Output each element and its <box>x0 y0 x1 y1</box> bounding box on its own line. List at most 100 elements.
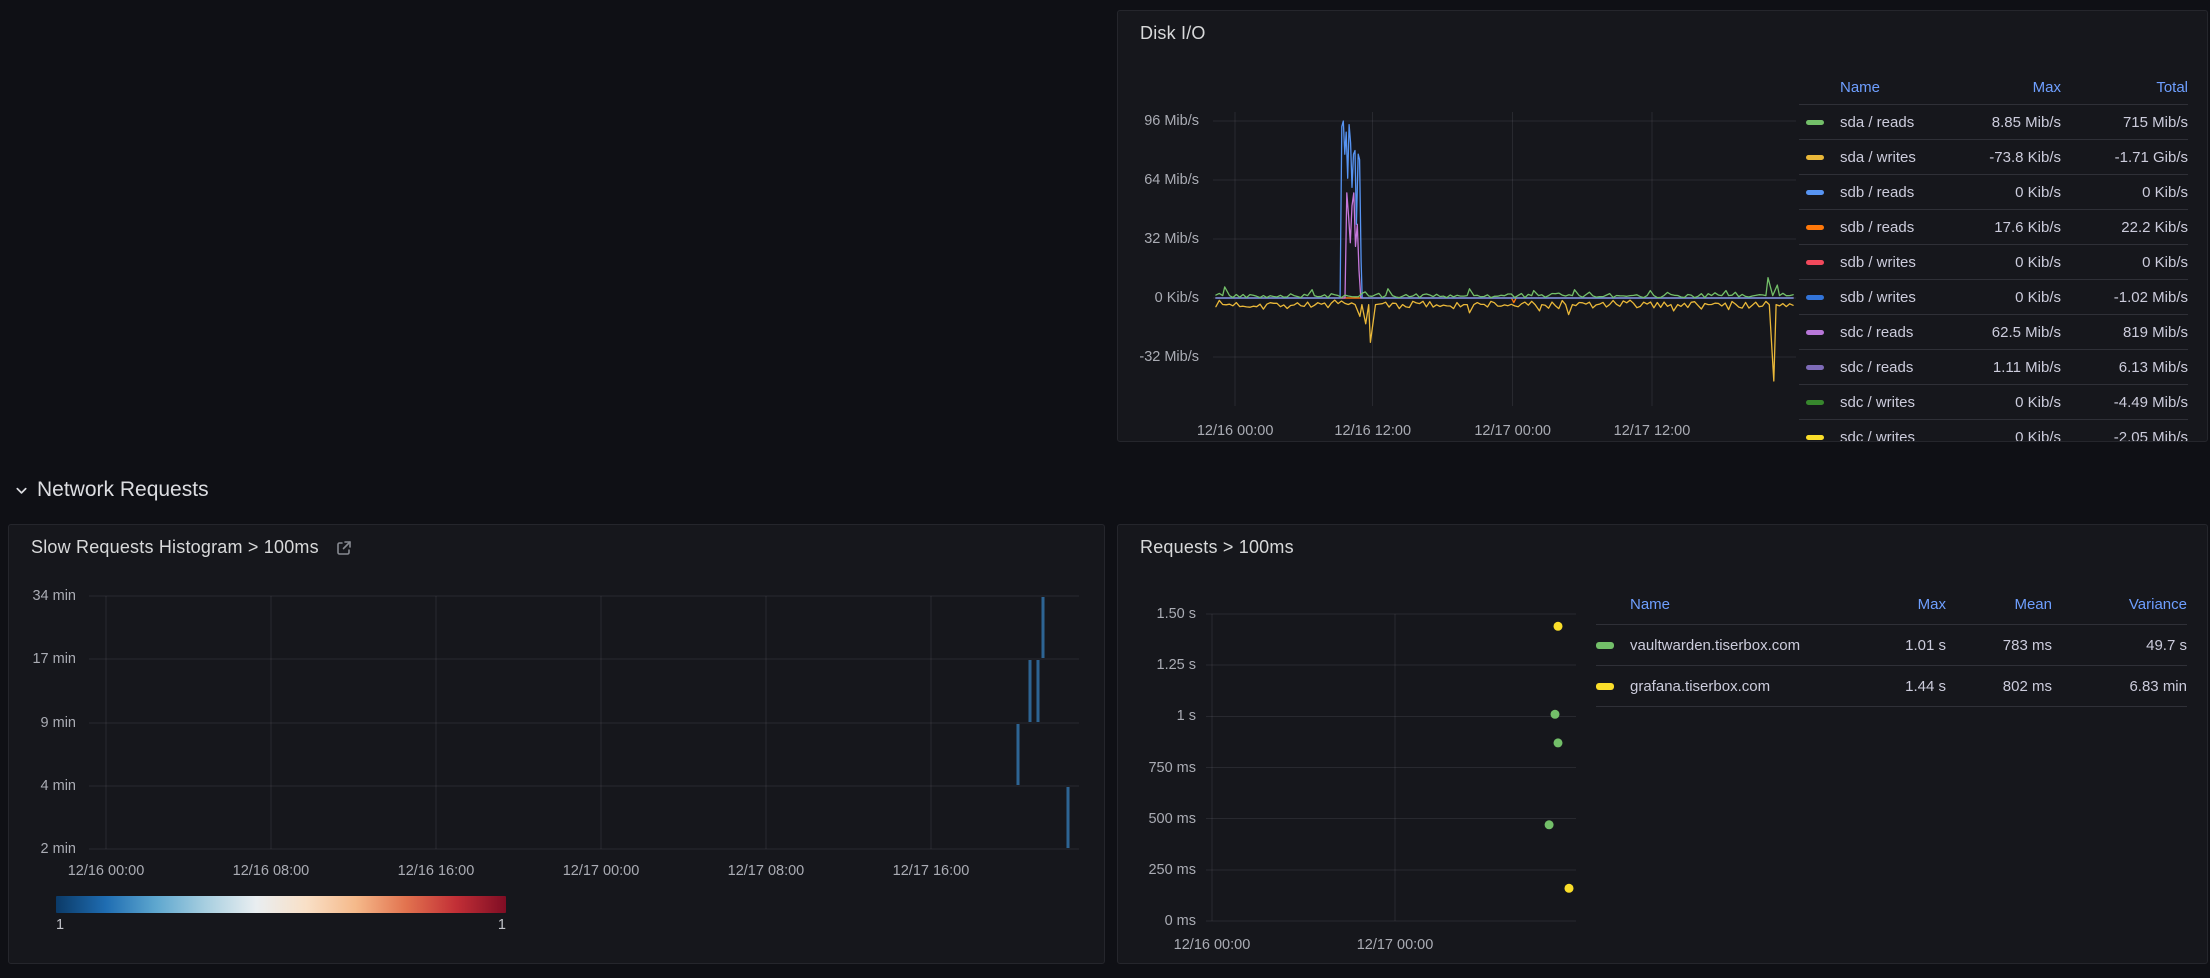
legend-series-name: sdc / writes <box>1799 429 1979 443</box>
legend-series-name: vaultwarden.tiserbox.com <box>1596 637 1846 654</box>
legend-row[interactable]: sdb / writes0 Kib/s-1.02 Mib/s <box>1799 280 2188 315</box>
x-tick-label: 12/17 00:00 <box>563 863 640 879</box>
legend-value-total: -1.02 Mib/s <box>2061 289 2188 306</box>
series-sda-writes <box>1216 300 1793 381</box>
legend-value-max: 8.85 Mib/s <box>1979 114 2061 131</box>
legend-value-variance: 6.83 min <box>2052 678 2187 695</box>
x-tick-label: 12/17 00:00 <box>1474 423 1551 439</box>
external-link-icon[interactable] <box>335 539 353 557</box>
y-tick-label: 4 min <box>9 778 76 794</box>
series-name-text: sdb / reads <box>1840 184 1914 201</box>
legend-value-total: 22.2 Kib/s <box>2061 219 2188 236</box>
legend-row[interactable]: sda / writes-73.8 Kib/s-1.71 Gib/s <box>1799 140 2188 175</box>
legend-row[interactable]: sdc / writes0 Kib/s-4.49 Mib/s <box>1799 385 2188 420</box>
grafana-dashboard: { "section_header": { "title": "Network … <box>0 0 2210 978</box>
legend-value-max: 0 Kib/s <box>1979 254 2061 271</box>
disk-io-legend-table: NameMaxTotalsda / reads8.85 Mib/s715 Mib… <box>1799 70 2188 442</box>
x-tick-label: 12/16 00:00 <box>1174 937 1251 953</box>
chevron-down-icon <box>14 483 29 498</box>
panel-requests-over-100ms: Requests > 100ms NameMaxMeanVariance vaul… <box>1117 524 2208 964</box>
legend-column-header-variance[interactable]: Variance <box>2052 596 2187 613</box>
panel-title-requests-over-100ms[interactable]: Requests > 100ms <box>1140 537 1294 558</box>
legend-row[interactable]: sdb / writes 0 Kib/s0 Kib/s <box>1799 245 2188 280</box>
y-tick-label: -32 Mib/s <box>1124 349 1199 365</box>
series-color-swatch <box>1596 642 1614 649</box>
scatter-point <box>1554 622 1563 631</box>
legend-value-total: 6.13 Mib/s <box>2061 359 2188 376</box>
series-name-text: sdb / writes <box>1840 254 1916 271</box>
y-tick-label: 2 min <box>9 841 76 857</box>
panel-title-text: Slow Requests Histogram > 100ms <box>31 537 319 558</box>
series-color-swatch <box>1806 260 1824 265</box>
series-sdb-reads <box>1216 298 1793 303</box>
x-tick-label: 12/17 00:00 <box>1357 937 1434 953</box>
x-tick-label: 12/17 12:00 <box>1614 423 1691 439</box>
y-tick-label: 500 ms <box>1118 811 1196 827</box>
legend-row[interactable]: grafana.tiserbox.com 1.44 s802 ms6.83 min <box>1596 666 2187 707</box>
legend-value-max: 1.44 s <box>1846 678 1946 695</box>
legend-series-name: sdb / reads <box>1799 219 1979 236</box>
heatmap-cell <box>1037 660 1040 722</box>
panel-disk-io: Disk I/O NameMaxTotal sda / reads 8.85 Mib… <box>1117 10 2208 442</box>
series-color-swatch <box>1806 400 1824 405</box>
legend-value-max: 1.01 s <box>1846 637 1946 654</box>
legend-series-name: sdc / writes <box>1799 394 1979 411</box>
legend-row[interactable]: sdb / reads0 Kib/s0 Kib/s <box>1799 175 2188 210</box>
series-name-text: sda / reads <box>1840 114 1914 131</box>
legend-value-variance: 49.7 s <box>2052 637 2187 654</box>
series-name-text: grafana.tiserbox.com <box>1630 678 1770 695</box>
legend-value-mean: 802 ms <box>1946 678 2052 695</box>
legend-column-header-name[interactable]: Name <box>1596 596 1846 613</box>
series-name-text: sdb / writes <box>1840 289 1916 306</box>
section-title: Network Requests <box>37 478 209 502</box>
series-color-swatch <box>1806 155 1824 160</box>
x-tick-label: 12/16 00:00 <box>1197 423 1274 439</box>
legend-value-total: 0 Kib/s <box>2061 184 2188 201</box>
series-name-text: sdc / writes <box>1840 429 1915 443</box>
heatmap-color-scale-labels: 1 1 <box>56 917 506 933</box>
series-name-text: sdb / reads <box>1840 219 1914 236</box>
heatmap-cell <box>1067 787 1070 848</box>
legend-row[interactable]: sdc / reads1.11 Mib/s6.13 Mib/s <box>1799 350 2188 385</box>
panel-title-disk-io[interactable]: Disk I/O <box>1140 23 1206 44</box>
legend-column-header-total[interactable]: Total <box>2061 79 2188 96</box>
disk-io-plot <box>1213 106 1796 424</box>
panel-title-text: Requests > 100ms <box>1140 537 1294 558</box>
legend-row[interactable]: sdb / reads 17.6 Kib/s22.2 Kib/s <box>1799 210 2188 245</box>
legend-value-max: 1.11 Mib/s <box>1979 359 2061 376</box>
x-tick-label: 12/16 00:00 <box>68 863 145 879</box>
series-color-swatch <box>1806 295 1824 300</box>
legend-row[interactable]: sda / reads8.85 Mib/s715 Mib/s <box>1799 105 2188 140</box>
y-tick-label: 250 ms <box>1118 862 1196 878</box>
y-tick-label: 34 min <box>9 588 76 604</box>
legend-value-max: 17.6 Kib/s <box>1979 219 2061 236</box>
legend-row[interactable]: sdc / reads62.5 Mib/s819 Mib/s <box>1799 315 2188 350</box>
legend-value-total: -2.05 Mib/s <box>2061 429 2188 443</box>
x-tick-label: 12/16 08:00 <box>233 863 310 879</box>
section-header-network-requests[interactable]: Network Requests <box>14 478 209 502</box>
legend-series-name: sda / reads <box>1799 114 1979 131</box>
series-color-swatch <box>1806 190 1824 195</box>
legend-series-name: sdb / reads <box>1799 184 1979 201</box>
requests-legend-table: NameMaxMeanVariance vaultwarden.tiserbox.… <box>1596 584 2187 707</box>
legend-value-total: -4.49 Mib/s <box>2061 394 2188 411</box>
requests-scatter-chart <box>1206 605 1576 930</box>
heatmap-cell <box>1029 660 1032 722</box>
legend-row[interactable]: vaultwarden.tiserbox.com1.01 s783 ms49.7… <box>1596 625 2187 666</box>
y-tick-label: 96 Mib/s <box>1124 113 1199 129</box>
y-tick-label: 32 Mib/s <box>1124 231 1199 247</box>
legend-column-header-max[interactable]: Max <box>1846 596 1946 613</box>
y-tick-label: 750 ms <box>1118 760 1196 776</box>
x-tick-label: 12/16 12:00 <box>1334 423 1411 439</box>
scatter-point <box>1551 710 1560 719</box>
legend-row[interactable]: sdc / writes0 Kib/s-2.05 Mib/s <box>1799 420 2188 442</box>
legend-column-header-name[interactable]: Name <box>1799 79 1979 96</box>
legend-value-total: 0 Kib/s <box>2061 254 2188 271</box>
legend-series-name: sdb / writes <box>1799 289 1979 306</box>
legend-column-header-max[interactable]: Max <box>1979 79 2061 96</box>
disk-io-chart <box>1213 106 1796 424</box>
legend-column-header-mean[interactable]: Mean <box>1946 596 2052 613</box>
panel-title-slow-requests-histogram[interactable]: Slow Requests Histogram > 100ms <box>31 537 353 558</box>
series-color-swatch <box>1596 683 1614 690</box>
series-color-swatch <box>1806 365 1824 370</box>
